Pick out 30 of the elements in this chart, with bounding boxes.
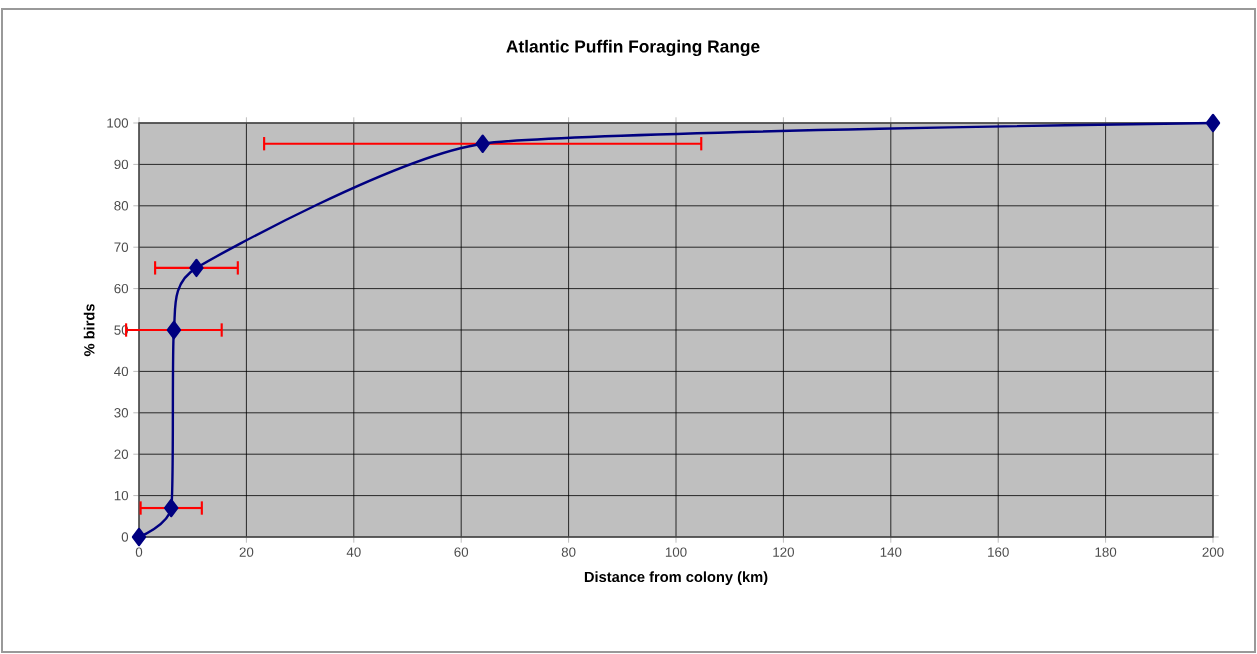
point (164, 498, 179, 518)
x-tick-label: 160 (988, 547, 1009, 557)
x-tick-label: 180 (1095, 547, 1117, 557)
y-tick-label: 30 (114, 408, 129, 418)
y-tick-label: 40 (114, 366, 129, 377)
x-tick-label: 40 (346, 547, 361, 557)
y-tick-label: 80 (114, 201, 129, 211)
x-tick-label: 60 (454, 547, 469, 557)
y-tick-label: 0 (121, 532, 129, 542)
x-tick-label: 200 (1202, 547, 1224, 557)
point (166, 320, 182, 340)
point (189, 258, 204, 278)
y-tick-label: 60 (114, 283, 129, 294)
x-tick-label: 0 (135, 547, 143, 557)
point (475, 134, 490, 153)
x-tick-label: 20 (239, 547, 254, 557)
x-tick-label: 140 (880, 547, 902, 557)
point (131, 527, 147, 547)
y-axis-title: % birds (83, 304, 95, 357)
chart-title: Atlantic Puffin Foraging Range (506, 39, 760, 57)
y-tick-label: 90 (114, 159, 129, 170)
x-tick-label: 120 (773, 547, 795, 557)
x-tick-label: 100 (665, 547, 687, 557)
y-tick-label: 70 (114, 242, 129, 252)
y-tick-label: 100 (107, 118, 129, 128)
point (1205, 113, 1221, 133)
x-axis-title: Distance from colony (km) (584, 571, 768, 585)
y-tick-label: 20 (114, 449, 129, 459)
y-tick-label: 10 (114, 490, 129, 501)
x-tick-label: 80 (561, 547, 576, 557)
